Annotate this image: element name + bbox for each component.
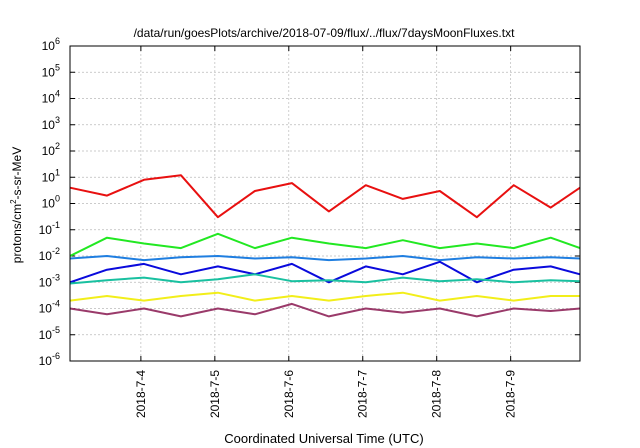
y-tick-base: 10 [39, 354, 53, 368]
x-tick-label: 2018-7-9 [504, 370, 518, 418]
series-layer [69, 174, 581, 318]
y-tick-exponent: -3 [52, 272, 60, 282]
y-tick-label: 10-6 [39, 351, 60, 368]
y-tick-label: 10-2 [39, 246, 60, 263]
x-tick-label: 2018-7-6 [282, 370, 296, 418]
y-tick-base: 10 [42, 118, 56, 132]
y-tick-label: 104 [42, 89, 60, 106]
grid [70, 45, 580, 362]
y-axis-label-rest: -s-sr-MeV [10, 147, 24, 200]
y-tick-label: 10-5 [39, 325, 60, 342]
y-tick-base: 10 [42, 197, 56, 211]
series-line-2 [69, 232, 581, 257]
y-tick-label: 102 [42, 141, 60, 158]
x-axis-label: Coordinated Universal Time (UTC) [224, 431, 423, 446]
y-tick-exponent: -2 [52, 246, 60, 256]
y-axis-label-base: protons/cm [10, 204, 24, 263]
y-tick-label: 100 [42, 194, 60, 211]
y-tick-exponent: -5 [52, 325, 60, 335]
y-tick-label: 101 [42, 167, 60, 184]
y-tick-label: 10-3 [39, 272, 60, 289]
y-tick-exponent: 5 [55, 62, 60, 72]
y-tick-base: 10 [42, 92, 56, 106]
series-line-6 [69, 291, 580, 302]
y-tick-exponent: 0 [55, 194, 60, 204]
x-tick-label: 2018-7-8 [430, 370, 444, 418]
y-tick-exponent: 6 [55, 36, 60, 46]
y-tick-base: 10 [39, 275, 53, 289]
y-tick-label: 106 [42, 36, 60, 53]
series-line-1 [69, 174, 581, 219]
y-tick-label: 10-4 [39, 299, 60, 316]
y-tick-base: 10 [42, 65, 56, 79]
series-line-3 [69, 255, 581, 262]
y-tick-base: 10 [42, 144, 56, 158]
y-tick-base: 10 [39, 249, 53, 263]
y-axis-label: protons/cm2-s-sr-MeV [9, 147, 24, 263]
y-tick-exponent: 1 [55, 167, 60, 177]
plot-frame [69, 45, 581, 362]
y-tick-exponent: -4 [52, 299, 60, 309]
y-tick-exponent: 2 [55, 141, 60, 151]
x-tick-label: 2018-7-7 [356, 370, 370, 418]
x-tick-label: 2018-7-4 [134, 370, 148, 418]
y-tick-base: 10 [39, 223, 53, 237]
x-tick-label: 2018-7-5 [208, 370, 222, 418]
series-line-4 [69, 260, 581, 284]
chart-title: /data/run/goesPlots/archive/2018-07-09/f… [134, 26, 516, 40]
y-tick-exponent: 3 [55, 115, 60, 125]
y-axis-label-sup: 2 [9, 199, 18, 204]
y-tick-base: 10 [42, 170, 56, 184]
y-tick-exponent: -1 [52, 220, 60, 230]
y-tick-exponent: -6 [52, 351, 60, 361]
y-tick-label: 10-1 [39, 220, 60, 237]
y-tick-labels: 10-610-510-410-310-210-11001011021031041… [39, 36, 60, 368]
y-tick-label: 103 [42, 115, 60, 132]
x-tick-labels: 2018-7-4 2018-7-5 2018-7-6 2018-7-7 2018-7-8… [134, 370, 518, 418]
y-tick-base: 10 [39, 328, 53, 342]
series-line-5 [69, 273, 581, 285]
y-tick-label: 105 [42, 62, 60, 79]
y-tick-base: 10 [39, 302, 53, 316]
y-tick-base: 10 [42, 39, 56, 53]
y-tick-exponent: 4 [55, 89, 60, 99]
series-line-7 [69, 302, 581, 318]
